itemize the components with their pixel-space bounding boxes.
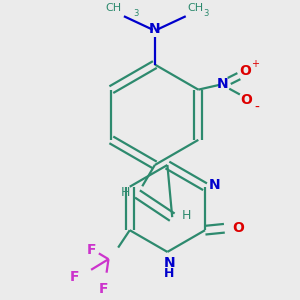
Text: N: N (217, 77, 228, 91)
Text: H: H (120, 185, 130, 199)
Text: O: O (232, 221, 244, 235)
Text: F: F (86, 242, 96, 256)
Text: H: H (182, 209, 191, 222)
Text: O: O (240, 64, 252, 78)
Text: F: F (99, 282, 108, 296)
Text: 3: 3 (203, 9, 208, 18)
Text: +: + (251, 58, 259, 69)
Text: O: O (241, 93, 253, 107)
Text: -: - (255, 101, 260, 115)
Text: F: F (70, 270, 80, 283)
Text: 3: 3 (134, 9, 139, 18)
Text: CH: CH (188, 3, 204, 13)
Text: N: N (164, 256, 175, 270)
Text: N: N (209, 178, 220, 192)
Text: N: N (149, 22, 160, 36)
Text: CH: CH (106, 3, 122, 13)
Text: H: H (164, 267, 175, 280)
